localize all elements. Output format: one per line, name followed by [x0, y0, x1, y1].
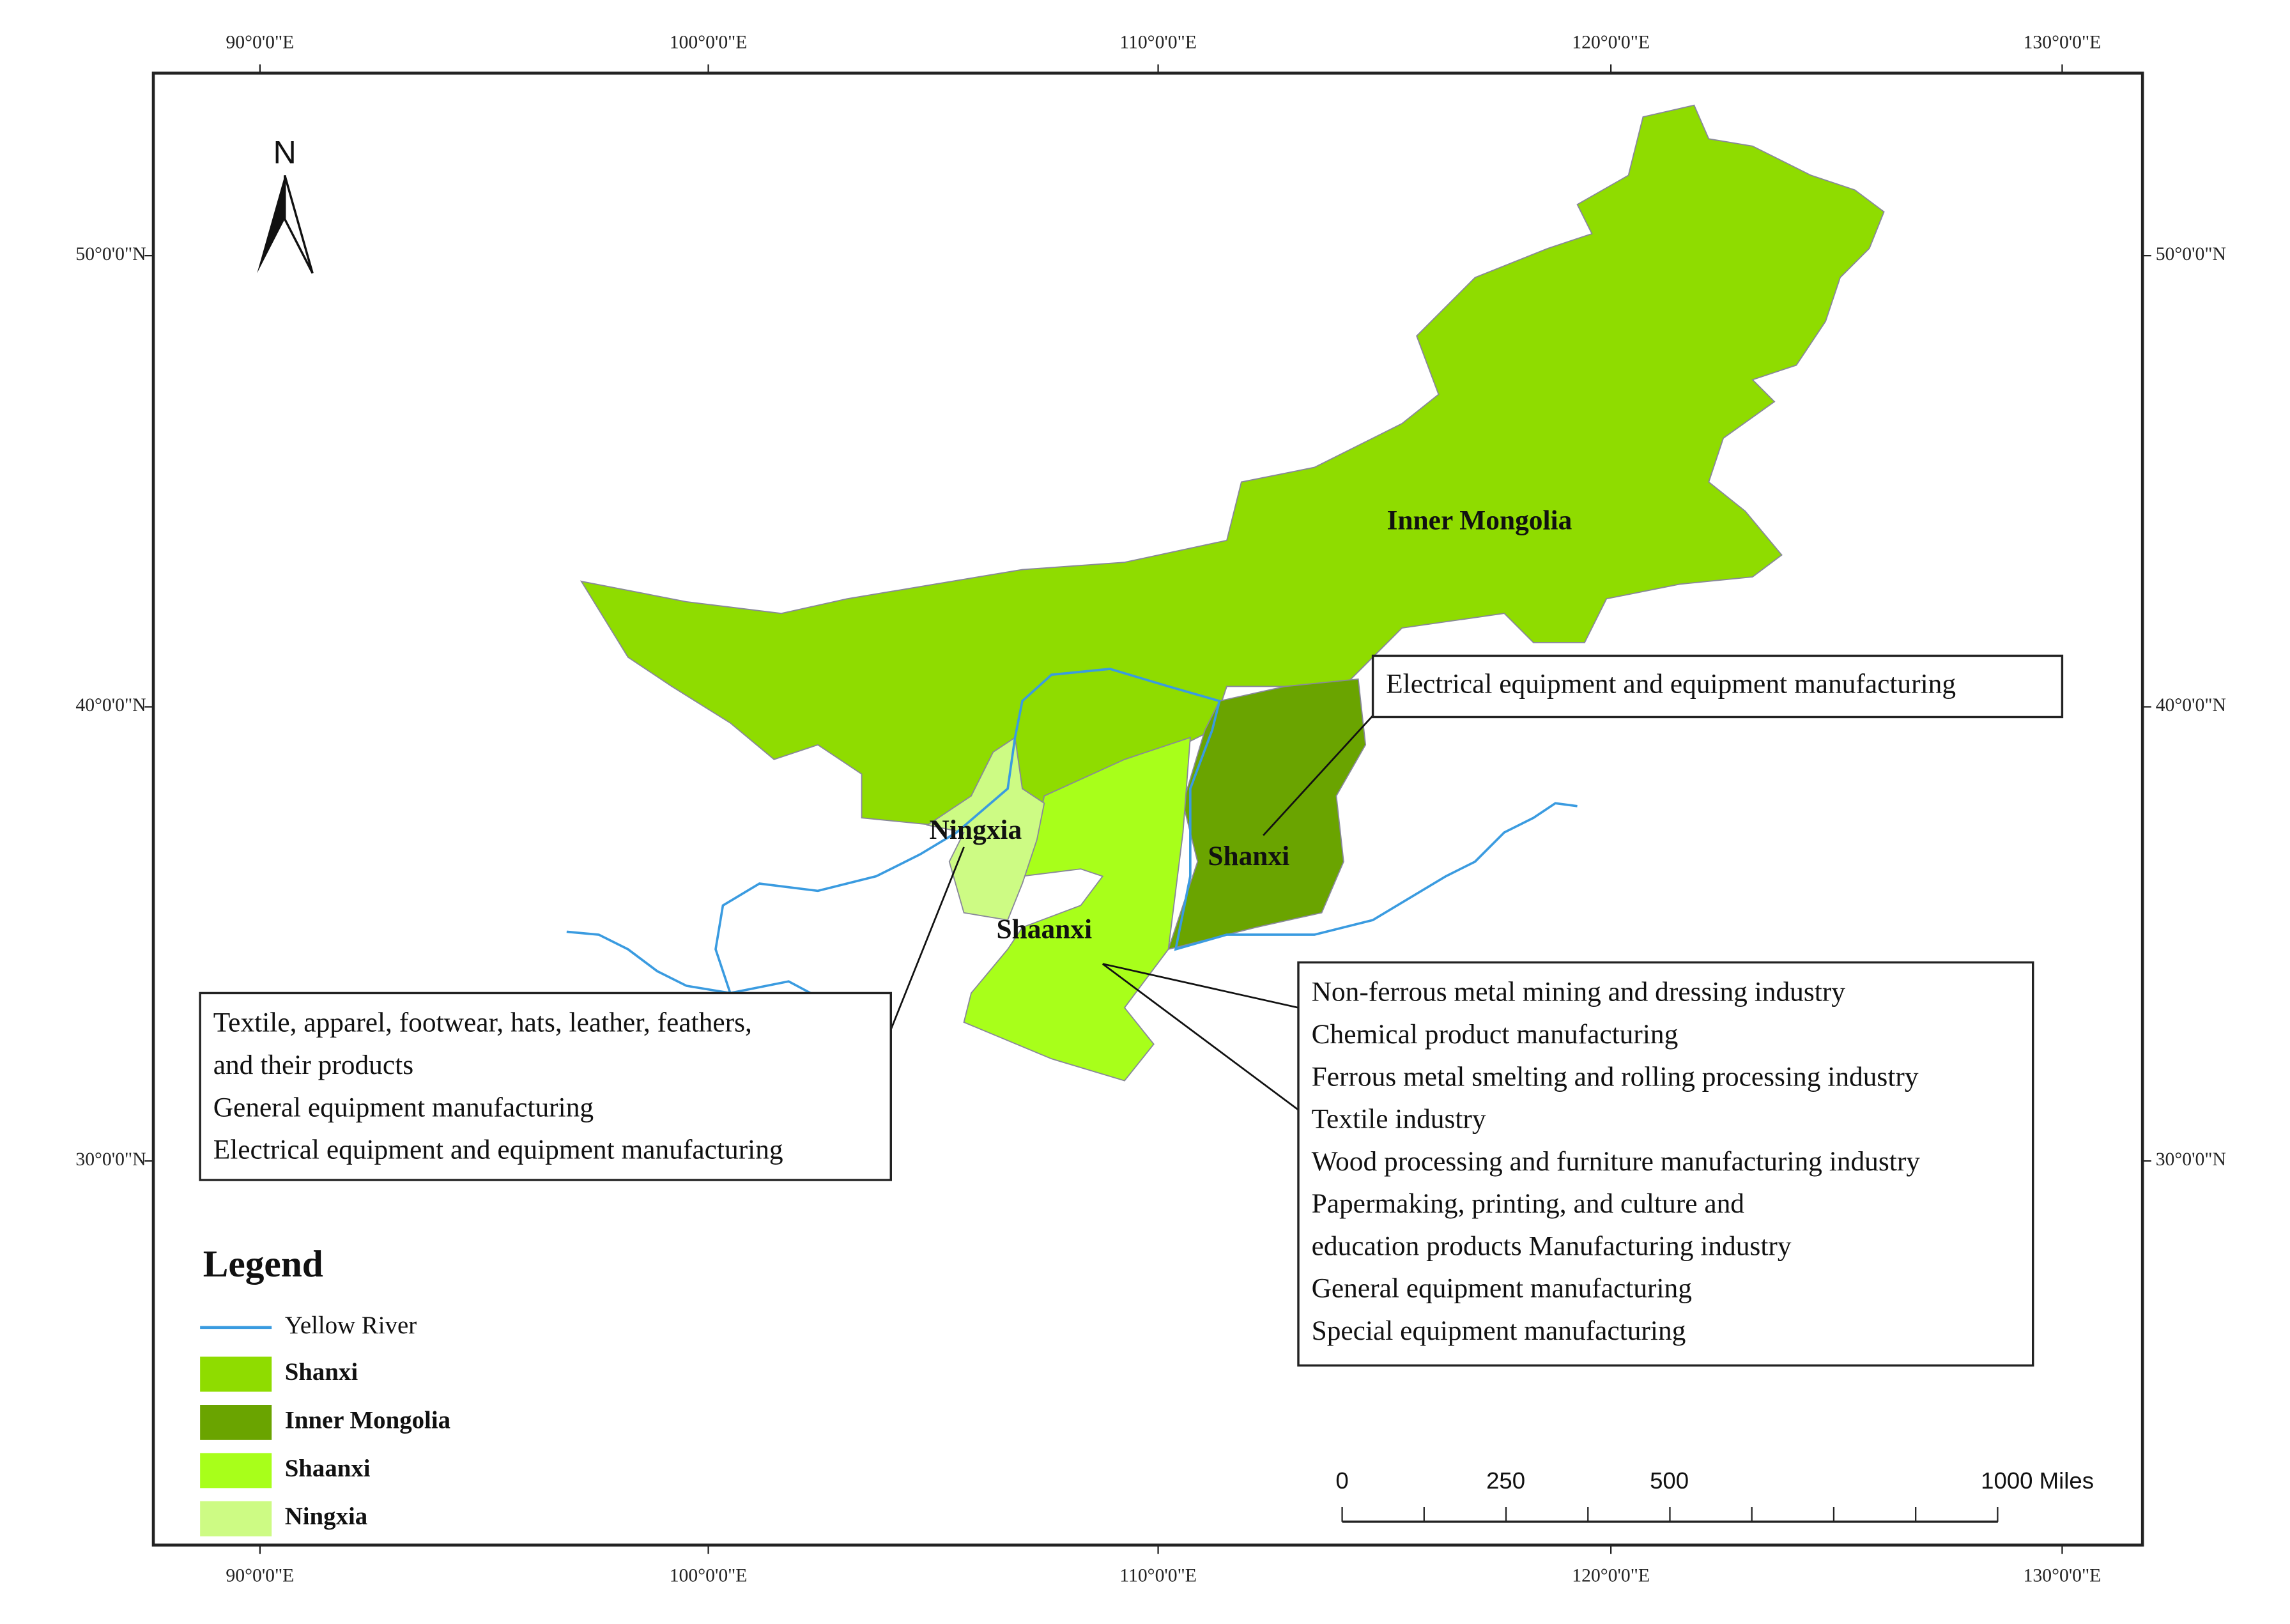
scale-label: 0 [1335, 1467, 1348, 1494]
legend-label: Shaanxi [285, 1455, 371, 1482]
callout-line: Electrical equipment and equipment manuf… [1386, 668, 1956, 699]
lon-label: 110°0'0"E [1119, 1566, 1197, 1586]
lon-label: 130°0'0"E [2024, 1566, 2102, 1586]
callout-line: Non-ferrous metal mining and dressing in… [1312, 977, 1846, 1007]
leader-line [1102, 963, 1299, 1111]
callout-line: Wood processing and furniture manufactur… [1312, 1146, 1921, 1177]
lon-label: 90°0'0"E [226, 1566, 294, 1586]
region-label: Ningxia [929, 815, 1022, 845]
callout-box [1297, 961, 2034, 1367]
lon-label: 120°0'0"E [1572, 1566, 1650, 1586]
scale-label: 500 [1650, 1467, 1689, 1494]
lon-label: 100°0'0"E [670, 33, 748, 53]
legend-swatch [200, 1501, 272, 1536]
legend-swatch [200, 1405, 272, 1440]
leader-line [1263, 715, 1374, 836]
scale-label: 1000 Miles [1981, 1467, 2094, 1494]
legend-label: Inner Mongolia [285, 1406, 450, 1434]
river [714, 668, 1578, 1009]
region [963, 737, 1191, 1082]
callout-line: education products Manufacturing industr… [1312, 1230, 1792, 1261]
lat-label: 40°0'0"N [75, 695, 146, 716]
callout-line: Papermaking, printing, and culture and [1312, 1188, 1745, 1219]
legend-label: Shanxi [285, 1358, 358, 1386]
north-arrow [284, 174, 314, 274]
callout-line: Ferrous metal smelting and rolling proce… [1312, 1061, 1919, 1092]
callout-line: Electrical equipment and equipment manuf… [213, 1135, 783, 1165]
legend-swatch [200, 1356, 272, 1392]
legend-title: Legend [203, 1243, 323, 1285]
lon-label: 120°0'0"E [1572, 33, 1650, 53]
river [566, 930, 811, 995]
leader-line [890, 846, 965, 1030]
geography [566, 104, 1885, 1082]
callout-line: Textile industry [1312, 1104, 1486, 1135]
scale-label: 250 [1486, 1467, 1525, 1494]
lat-label: 50°0'0"N [75, 244, 146, 264]
lat-label: 30°0'0"N [2156, 1149, 2226, 1170]
north-label: N [273, 134, 296, 171]
lon-label: 110°0'0"E [1119, 33, 1197, 53]
callout-line: Special equipment manufacturing [1312, 1315, 1686, 1346]
lat-label: 40°0'0"N [2156, 695, 2226, 716]
region-label: Inner Mongolia [1387, 505, 1572, 535]
legend-label: Ningxia [285, 1503, 368, 1530]
north-arrow [257, 175, 285, 273]
callout-line: and their products [213, 1050, 413, 1080]
legend-label: Yellow River [285, 1312, 417, 1339]
region-label: Shanxi [1208, 841, 1289, 871]
lon-label: 100°0'0"E [670, 1566, 748, 1586]
callout-line: General equipment manufacturing [1312, 1273, 1692, 1304]
lat-label: 30°0'0"N [75, 1149, 146, 1170]
lon-label: 90°0'0"E [226, 33, 294, 53]
lon-label: 130°0'0"E [2024, 33, 2102, 53]
region-label: Shaanxi [996, 914, 1092, 944]
region [926, 736, 1045, 921]
lat-label: 50°0'0"N [2156, 244, 2226, 264]
annotations: 90°0'0"E 90°0'0"E 100°0'0"E 100°0'0"E 110°0'… [75, 33, 2226, 1586]
callout-line: Textile, apparel, footwear, hats, leathe… [213, 1007, 752, 1038]
callout-box [1371, 654, 2064, 719]
callout-line: Chemical product manufacturing [1312, 1019, 1679, 1050]
callout-box [199, 992, 892, 1181]
leader-line [1102, 963, 1299, 1009]
callout-line: General equipment manufacturing [213, 1092, 594, 1122]
legend-swatch [200, 1453, 272, 1489]
